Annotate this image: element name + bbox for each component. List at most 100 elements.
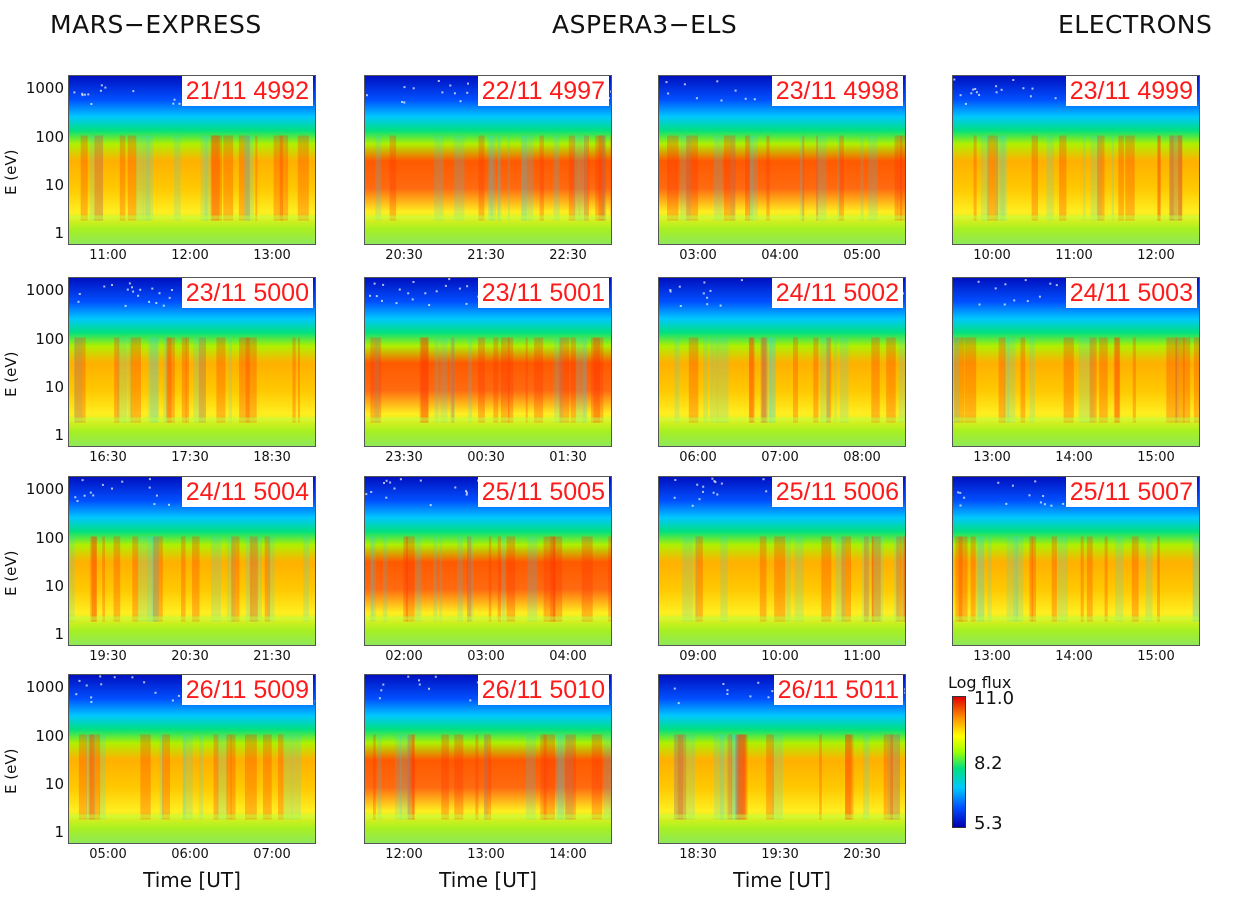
spectrogram-plot: 26/11 5010 <box>364 674 612 844</box>
x-tick-label: 04:00 <box>549 649 587 664</box>
y-axis-title: E (eV) <box>2 149 20 195</box>
y-tick-label: 1000 <box>25 678 64 696</box>
x-axis-title: Time [UT] <box>733 868 831 892</box>
panel-label: 23/11 4999 <box>1065 76 1197 106</box>
spectrogram-plot: 21/11 4992 <box>68 75 316 245</box>
y-tick-label: 100 <box>35 727 64 745</box>
spectrogram-panel: 26/11 5009 05:00 06:00 07:00 <box>68 674 316 862</box>
y-axis-labels: 1000 100 10 1 <box>14 75 64 245</box>
colorbar-max-label: 11.0 <box>974 688 1015 709</box>
panel-label: 24/11 5002 <box>771 278 903 308</box>
spectrogram-panel: 25/11 5005 02:00 03:00 04:00 <box>364 476 612 664</box>
panel-label: 25/11 5006 <box>771 477 903 507</box>
spectrogram-plot: 24/11 5004 <box>68 476 316 646</box>
x-tick-label: 13:00 <box>253 248 291 263</box>
x-tick-label: 03:00 <box>679 248 717 263</box>
spectrogram-plot: 25/11 5005 <box>364 476 612 646</box>
x-tick-label: 06:00 <box>171 847 209 862</box>
x-tick-label: 10:00 <box>761 649 799 664</box>
spectrogram-plot: 26/11 5009 <box>68 674 316 844</box>
header-center-title: ASPERA3−ELS <box>552 10 738 39</box>
x-tick-label: 15:00 <box>1137 450 1175 465</box>
spectrogram-image <box>953 477 1199 645</box>
x-tick-label: 13:00 <box>973 450 1011 465</box>
spectrogram-panel: 23/11 4999 10:00 11:00 12:00 <box>952 75 1200 263</box>
spectrogram-plot: 23/11 4999 <box>952 75 1200 245</box>
x-tick-label: 23:30 <box>385 450 423 465</box>
spectrogram-plot: 26/11 5011 <box>658 674 906 844</box>
colorbar <box>952 696 966 828</box>
x-tick-label: 09:00 <box>679 649 717 664</box>
x-tick-label: 20:30 <box>843 847 881 862</box>
spectrogram-panel: 25/11 5006 09:00 10:00 11:00 <box>658 476 906 664</box>
x-tick-label: 02:00 <box>385 649 423 664</box>
x-tick-label: 05:00 <box>89 847 127 862</box>
spectrogram-plot: 23/11 5000 <box>68 277 316 447</box>
y-tick-label: 1000 <box>25 79 64 97</box>
y-tick-label: 1000 <box>25 281 64 299</box>
spectrogram-plot: 25/11 5007 <box>952 476 1200 646</box>
x-tick-label: 00:30 <box>467 450 505 465</box>
panel-label: 25/11 5007 <box>1065 477 1197 507</box>
y-tick-label: 1 <box>54 426 64 444</box>
y-axis-labels: 1000 100 10 1 <box>14 674 64 844</box>
x-tick-label: 06:00 <box>679 450 717 465</box>
x-tick-label: 11:00 <box>89 248 127 263</box>
y-tick-label: 10 <box>44 577 64 595</box>
x-tick-label: 08:00 <box>843 450 881 465</box>
y-tick-label: 10 <box>44 176 64 194</box>
y-tick-label: 10 <box>44 775 64 793</box>
x-tick-label: 18:30 <box>253 450 291 465</box>
y-tick-label: 1000 <box>25 480 64 498</box>
spectrogram-plot: 25/11 5006 <box>658 476 906 646</box>
x-axis-title: Time [UT] <box>143 868 241 892</box>
y-tick-label: 100 <box>35 330 64 348</box>
x-tick-label: 18:30 <box>679 847 717 862</box>
x-tick-label: 19:30 <box>89 649 127 664</box>
y-axis-title: E (eV) <box>2 351 20 397</box>
y-tick-label: 100 <box>35 529 64 547</box>
panel-label: 23/11 5000 <box>181 278 313 308</box>
y-tick-label: 10 <box>44 378 64 396</box>
x-tick-label: 20:30 <box>385 248 423 263</box>
x-tick-label: 13:00 <box>467 847 505 862</box>
panel-label: 26/11 5011 <box>773 675 903 705</box>
x-tick-label: 20:30 <box>171 649 209 664</box>
x-tick-label: 12:00 <box>171 248 209 263</box>
header-left-title: MARS−EXPRESS <box>50 10 262 39</box>
y-axis-title: E (eV) <box>2 748 20 794</box>
x-tick-label: 12:00 <box>1137 248 1175 263</box>
spectrogram-plot: 23/11 4998 <box>658 75 906 245</box>
x-tick-label: 14:00 <box>1055 649 1093 664</box>
spectrogram-plot: 24/11 5003 <box>952 277 1200 447</box>
spectrogram-plot: 22/11 4997 <box>364 75 612 245</box>
spectrogram-panel: 22/11 4997 20:30 21:30 22:30 <box>364 75 612 263</box>
y-tick-label: 1 <box>54 823 64 841</box>
spectrogram-plot: 23/11 5001 <box>364 277 612 447</box>
x-tick-label: 21:30 <box>253 649 291 664</box>
x-tick-label: 07:00 <box>761 450 799 465</box>
colorbar-min-label: 5.3 <box>974 813 1003 834</box>
panel-label: 25/11 5005 <box>477 477 609 507</box>
panel-label: 24/11 5003 <box>1065 278 1197 308</box>
spectrogram-panel: 24/11 5003 13:00 14:00 15:00 <box>952 277 1200 465</box>
x-tick-label: 16:30 <box>89 450 127 465</box>
colorbar-title: Log flux <box>948 673 1012 692</box>
spectrogram-panel: 23/11 5000 16:30 17:30 18:30 <box>68 277 316 465</box>
panel-label: 22/11 4997 <box>477 76 609 106</box>
y-tick-label: 1 <box>54 625 64 643</box>
header-right-title: ELECTRONS <box>1058 10 1213 39</box>
x-tick-label: 22:30 <box>549 248 587 263</box>
panel-label: 26/11 5009 <box>181 675 313 705</box>
x-tick-label: 21:30 <box>467 248 505 263</box>
y-tick-label: 1 <box>54 224 64 242</box>
x-tick-label: 19:30 <box>761 847 799 862</box>
spectrogram-panel: 24/11 5004 19:30 20:30 21:30 <box>68 476 316 664</box>
x-axis-title: Time [UT] <box>439 868 537 892</box>
x-tick-label: 03:00 <box>467 649 505 664</box>
spectrogram-panel: 26/11 5010 12:00 13:00 14:00 <box>364 674 612 862</box>
panel-label: 24/11 5004 <box>181 477 313 507</box>
spectrogram-panel: 21/11 4992 11:00 12:00 13:00 <box>68 75 316 263</box>
x-tick-label: 04:00 <box>761 248 799 263</box>
x-tick-label: 14:00 <box>1055 450 1093 465</box>
